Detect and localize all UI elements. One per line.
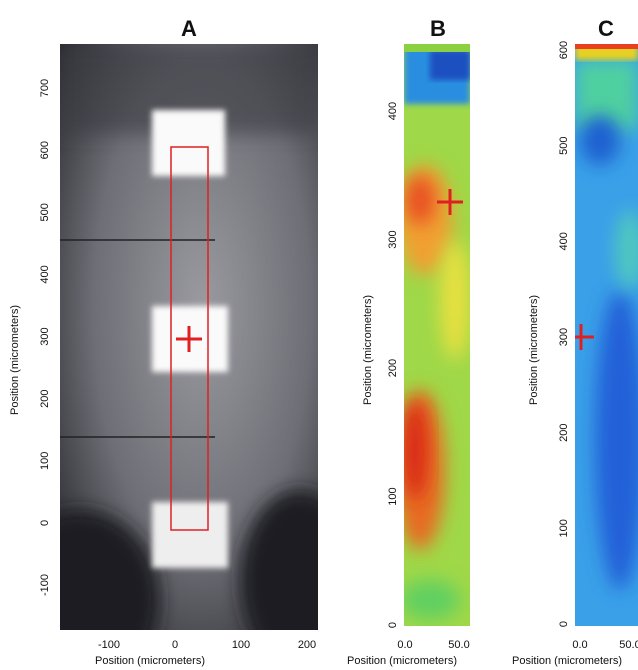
y-tick-label: 100	[558, 519, 570, 537]
x-tick-label: 200	[298, 639, 316, 651]
y-tick-label: 200	[39, 389, 51, 407]
figure: A 700 600 500 400 300 200 100 0 -100 -100 0 100 200 Po…	[0, 0, 638, 670]
y-tick-label: 600	[39, 141, 51, 159]
y-tick-label: 700	[39, 79, 51, 97]
x-tick-label: 50.0	[619, 639, 638, 651]
x-tick-label: 0.0	[572, 639, 587, 651]
y-tick-label: 100	[39, 452, 51, 470]
y-tick-label: 0	[387, 622, 399, 628]
y-tick-label: 100	[387, 487, 399, 505]
y-tick-label: -100	[39, 574, 51, 596]
y-tick-label: 300	[558, 328, 570, 346]
panel-label: A	[181, 16, 197, 41]
heatmap	[395, 44, 470, 626]
y-tick-label: 200	[387, 359, 399, 377]
x-tick-label: 0.0	[397, 639, 412, 651]
y-tick-label: 400	[558, 232, 570, 250]
x-axis-label: Position (micrometers)	[95, 655, 205, 667]
y-tick-label: 400	[39, 265, 51, 283]
y-tick-label: 300	[387, 230, 399, 248]
x-axis-label: Position (micrometers)	[347, 655, 457, 667]
x-tick-label: 100	[232, 639, 250, 651]
y-tick-label: 200	[558, 423, 570, 441]
x-axis-label: Position (micrometers)	[512, 655, 622, 667]
y-tick-label: 0	[558, 621, 570, 627]
y-axis-label: Position (micrometers)	[528, 295, 540, 405]
y-tick-label: 400	[387, 102, 399, 120]
y-axis-label: Position (micrometers)	[9, 305, 21, 415]
panel-label: B	[430, 16, 446, 41]
y-tick-label: 300	[39, 327, 51, 345]
heatmap	[568, 44, 638, 626]
y-tick-label: 0	[39, 520, 51, 526]
micrograph	[0, 44, 360, 670]
x-tick-label: 50.0	[448, 639, 469, 651]
x-tick-label: -100	[98, 639, 120, 651]
y-tick-label: 500	[39, 203, 51, 221]
y-axis-label: Position (micrometers)	[362, 295, 374, 405]
x-tick-label: 0	[172, 639, 178, 651]
y-tick-label: 600	[558, 41, 570, 59]
panel-label: C	[598, 16, 614, 41]
y-tick-label: 500	[558, 136, 570, 154]
